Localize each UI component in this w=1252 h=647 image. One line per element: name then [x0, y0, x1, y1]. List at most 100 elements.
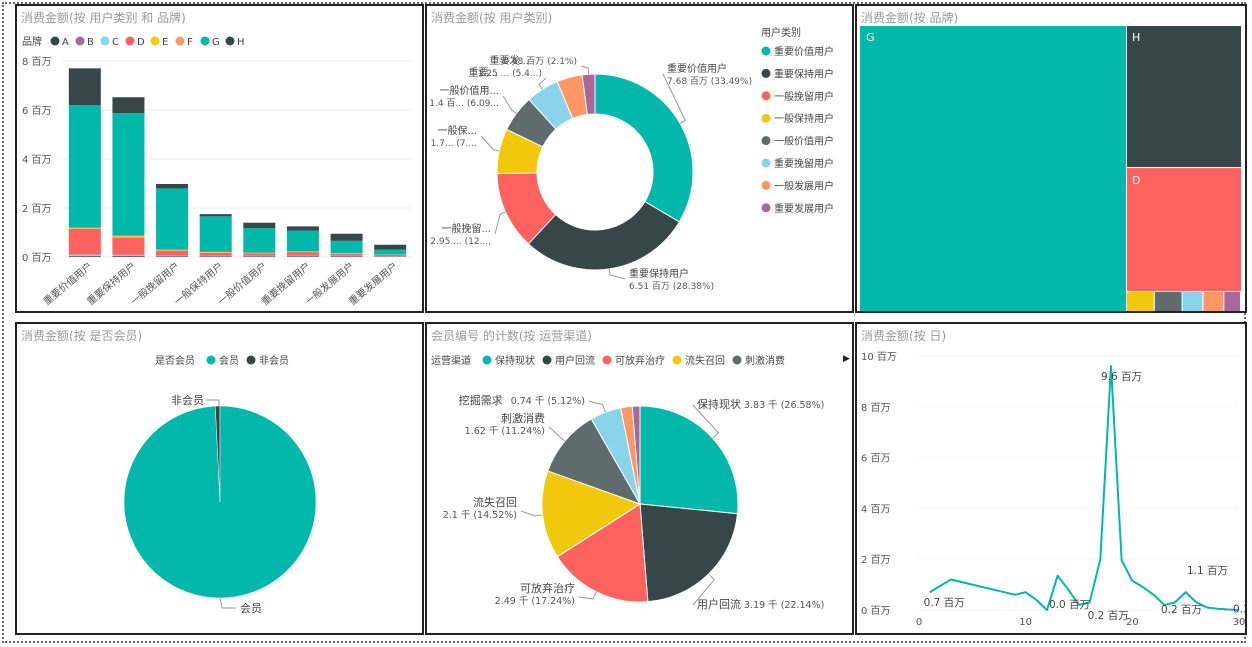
channel-label-4: 刺激消费: [501, 411, 545, 425]
donut-label-4: 一般价值用...: [439, 84, 499, 97]
channel-legend-dot-1: [542, 355, 552, 365]
donut-legend-label-2: 一般挽留用户: [774, 90, 834, 103]
donut-leader-1: [608, 268, 626, 280]
member-label-1: 非会员: [171, 394, 204, 407]
treemap-chart: G H D: [860, 26, 1241, 311]
line-x-tick-0: 0: [916, 617, 922, 628]
donut-value-1: 6.51 百万 (28.38%): [629, 281, 714, 292]
channel-legend-label-4: 刺激消费: [745, 354, 785, 367]
bar-legend-dot-A: [50, 36, 60, 46]
bar-7-G: [374, 249, 407, 255]
bar-legend-dot-D: [125, 36, 135, 46]
bar-6-D: [330, 253, 363, 256]
channel-slice-0: [639, 405, 739, 515]
bar-1-G: [112, 113, 145, 236]
bar-chart: 品牌 A B C D E F G H8 百万6 百万4 百万2 百万0 百万重要价值用户重要保持…: [22, 35, 412, 308]
channel-leader-0: [692, 404, 720, 439]
channel-slice-2: [556, 503, 649, 603]
bar-6-G: [330, 240, 363, 254]
member-leader-1: [206, 399, 220, 406]
bar-legend-dot-F: [175, 36, 185, 46]
channel-legend-label-2: 可放弃治疗: [615, 354, 665, 367]
treemap-tile-G: [860, 26, 1126, 311]
donut-slice-1: [527, 200, 681, 271]
bar-legend-label-D: D: [137, 37, 145, 48]
channel-value-0: 3.83 千 (26.58%): [744, 400, 824, 411]
bar-1-E: [112, 236, 145, 238]
donut-leader-0: [662, 73, 686, 124]
bar-chart-title: 消费金额(按 用户类别 和 品牌): [21, 11, 186, 25]
channel-leader-5: [588, 400, 607, 413]
bar-5-D: [286, 252, 319, 256]
line-y-tick-1: 8 百万: [861, 402, 891, 414]
bar-y-tick-4: 0 百万: [22, 252, 52, 264]
channel-pie-title: 会员编号 的计数(按 运营渠道): [431, 329, 592, 343]
treemap-panel[interactable]: 消费金额(按 品牌) G H D: [855, 4, 1247, 313]
bar-legend-dot-C: [100, 36, 110, 46]
bar-legend-dot-B: [75, 36, 85, 46]
bar-legend-label-G: G: [212, 37, 220, 48]
bar-1-F: [112, 235, 145, 237]
line-chart-title: 消费金额(按 日): [861, 329, 947, 343]
channel-label-0: 保持现状: [697, 397, 741, 411]
bar-5-H: [286, 226, 319, 231]
bar-2-G: [156, 188, 189, 250]
bar-legend-label-C: C: [112, 37, 119, 48]
line-y-tick-3: 4 百万: [861, 503, 891, 515]
donut-legend-label-4: 一般价值用户: [774, 135, 834, 148]
donut-chart-panel[interactable]: 消费金额(按 用户类别) 重要价值用户 7.68 百万 (33.49%) 重要保持用…: [425, 4, 854, 313]
line-y-tick-0: 10 百万: [861, 351, 897, 363]
bar-chart-panel[interactable]: 消费金额(按 用户类别 和 品牌) 品牌 A B C D E F G H 8 百万 6 百万 4 百万…: [15, 4, 424, 313]
channel-slice-4: [547, 418, 642, 505]
donut-slice-0: [594, 73, 694, 223]
legend-next-arrow-icon[interactable]: ▶: [843, 354, 850, 364]
channel-legend-dot-0: [482, 355, 492, 365]
member-pie-panel[interactable]: 消费金额(按 是否会员) 是否会员 会员 非会员 非会员 会员: [15, 322, 424, 635]
bar-1-H: [112, 97, 145, 114]
bar-0-G: [68, 105, 101, 228]
treemap-label-D: D: [1132, 174, 1140, 187]
member-leader-0: [219, 597, 236, 609]
treemap-tile-C: [1182, 292, 1203, 311]
donut-legend-dot-2: [761, 91, 771, 101]
bar-legend-label-E: E: [162, 37, 168, 48]
bar-legend-label-F: F: [187, 37, 193, 48]
bar-0-C: [68, 254, 101, 256]
donut-value-2: 2.95 ... (12....: [430, 237, 491, 247]
donut-value-0: 7.68 百万 (33.49%): [667, 76, 752, 87]
bar-1-D: [112, 237, 145, 255]
donut-leader-2: [494, 211, 506, 235]
bar-legend-dot-G: [200, 36, 210, 46]
bar-legend-label-H: H: [237, 37, 245, 48]
channel-value-2: 2.49 千 (17.24%): [495, 596, 575, 607]
bar-3-H: [199, 214, 232, 217]
channel-legend-label-3: 流失召回: [685, 354, 725, 367]
line-annotation-2: 9.6 百万: [1101, 371, 1142, 383]
channel-legend-title: 运营渠道: [431, 354, 471, 367]
member-legend-title: 是否会员: [155, 354, 195, 367]
channel-legend-label-1: 用户回流: [555, 354, 595, 367]
treemap-label-H: H: [1132, 31, 1140, 44]
line-chart-panel[interactable]: 消费金额(按 日) 10 百万 8 百万 6 百万 4 百万 2 百万 0 百万 0 10 20…: [855, 322, 1247, 635]
donut-legend-dot-7: [761, 203, 771, 213]
line-series: [929, 365, 1240, 611]
donut-value-3: 1.7... (7....: [431, 139, 477, 149]
donut-legend-dot-1: [761, 68, 771, 78]
bar-2-H: [156, 183, 189, 189]
channel-pie-panel[interactable]: 会员编号 的计数(按 运营渠道) 运营渠道 保持现状 用户回流 可放弃治疗 流失召回 刺激…: [425, 322, 854, 635]
member-label-0: 会员: [240, 602, 262, 615]
donut-legend-dot-3: [761, 113, 771, 123]
channel-legend-dot-3: [672, 355, 682, 365]
bar-0-H: [68, 68, 101, 106]
bar-4-D: [243, 253, 276, 256]
channel-leader-4: [548, 426, 566, 442]
bar-7-H: [374, 244, 407, 250]
channel-label-1: 用户回流: [697, 597, 741, 611]
donut-leader-4: [502, 95, 517, 114]
channel-leader-1: [692, 573, 715, 606]
bar-0-D: [68, 228, 101, 255]
channel-legend-dot-4: [732, 355, 742, 365]
line-annotation-1: 0.0 百万: [1049, 599, 1090, 611]
